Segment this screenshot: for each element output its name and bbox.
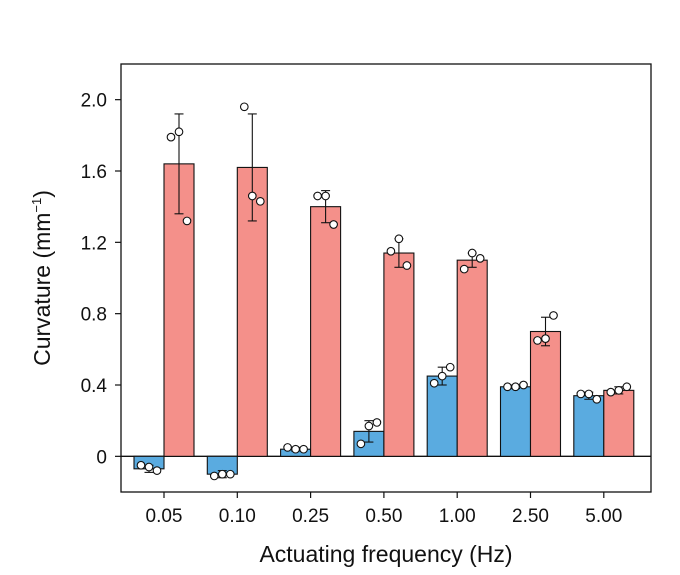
data-point-series1-0.50-3 (372, 418, 382, 427)
y-tick-label-1.6: 1.6 (81, 162, 107, 183)
bar-series1-5.00 (573, 395, 605, 457)
data-point-series1-0.25-1 (283, 443, 292, 452)
data-point-series1-2.50-3 (519, 380, 528, 390)
data-point-series2-0.25-1 (313, 191, 322, 201)
data-point-series1-0.05-3 (152, 466, 162, 475)
y-axis-title-main: Curvature (mm (29, 213, 55, 366)
x-tick-label-0.05: 0.05 (146, 506, 183, 527)
data-point-series2-0.05-2 (174, 127, 184, 137)
y-axis-title: Curvature (mm−1) (29, 190, 55, 366)
data-point-series2-5.00-2 (614, 386, 624, 395)
data-point-series2-0.10-3 (255, 196, 265, 206)
y-tick-label-1.2: 1.2 (81, 233, 107, 254)
bar-series2-2.50 (529, 330, 562, 457)
data-point-series1-1.00-1 (429, 378, 439, 388)
y-axis-title-superscript: −1 (29, 198, 44, 213)
plot-frame (120, 63, 652, 493)
data-point-series1-2.50-1 (503, 382, 512, 392)
data-point-series2-0.25-2 (321, 191, 330, 201)
data-point-series2-2.50-3 (549, 311, 558, 320)
data-point-series1-0.05-2 (144, 462, 154, 472)
y-axis: 0 0.4 0.8 1.2 1.6 2.0 (81, 91, 121, 468)
x-tick-label-0.10: 0.10 (219, 506, 256, 527)
data-point-series2-2.50-2 (541, 334, 550, 343)
data-point-series2-0.05-3 (182, 216, 192, 226)
x-tick-label-1.00: 1.00 (439, 506, 476, 527)
bar-series2-0.25 (310, 206, 342, 457)
data-point-series1-1.00-2 (437, 371, 447, 381)
data-point-series2-1.00-2 (467, 248, 477, 258)
data-point-series1-5.00-2 (584, 389, 594, 399)
data-point-series1-5.00-3 (592, 394, 602, 404)
data-point-series2-0.05-1 (166, 132, 176, 142)
x-tick-label-0.25: 0.25 (292, 506, 329, 527)
data-point-series2-1.00-1 (459, 264, 469, 274)
data-point-series2-0.10-2 (247, 191, 257, 201)
data-point-series2-2.50-1 (533, 336, 542, 345)
data-point-series2-5.00-3 (622, 382, 632, 392)
data-point-series1-0.25-3 (299, 444, 308, 454)
data-point-series1-1.00-3 (445, 362, 455, 372)
data-point-series2-0.25-3 (329, 220, 338, 229)
y-tick-label-0.4: 0.4 (81, 376, 108, 397)
x-tick-label-5.00: 5.00 (585, 506, 622, 527)
bar-series1-1.00 (426, 375, 458, 457)
data-point-series1-0.10-1 (209, 471, 219, 481)
x-axis-title: Actuating frequency (Hz) (259, 541, 512, 567)
y-tick-label-0.8: 0.8 (81, 305, 107, 326)
bar-series1-0.50 (353, 430, 385, 457)
data-point-series1-0.50-2 (364, 421, 374, 431)
data-point-series1-0.10-3 (225, 469, 235, 479)
y-axis-title-close: ) (29, 190, 55, 198)
data-point-series1-0.10-2 (217, 469, 227, 479)
data-point-series1-2.50-2 (511, 382, 520, 392)
data-point-series2-0.50-1 (386, 246, 396, 256)
data-point-series2-5.00-1 (606, 387, 616, 397)
y-tick-label-2.0: 2.0 (81, 91, 107, 112)
x-tick-label-0.50: 0.50 (365, 506, 402, 527)
points-layer (136, 102, 632, 481)
x-tick-label-2.50: 2.50 (512, 506, 549, 527)
data-point-series2-0.50-3 (402, 261, 412, 270)
bar-series2-5.00 (603, 389, 635, 457)
data-point-series1-0.25-2 (291, 444, 300, 454)
data-point-series1-5.00-1 (576, 389, 586, 399)
bar-series2-1.00 (456, 259, 488, 457)
bar-series1-2.50 (499, 386, 532, 457)
data-point-series1-0.50-1 (356, 439, 366, 449)
bar-series2-0.50 (383, 252, 415, 457)
data-point-series1-0.05-1 (136, 460, 146, 470)
data-point-series2-1.00-3 (475, 254, 485, 263)
y-tick-label-0: 0 (96, 447, 107, 468)
data-point-series2-0.50-2 (394, 234, 404, 244)
x-axis: 0.05 0.10 0.25 0.50 1.00 2.50 5.00 (146, 492, 622, 527)
data-point-series2-0.10-1 (239, 102, 249, 112)
bars-layer (133, 163, 635, 475)
